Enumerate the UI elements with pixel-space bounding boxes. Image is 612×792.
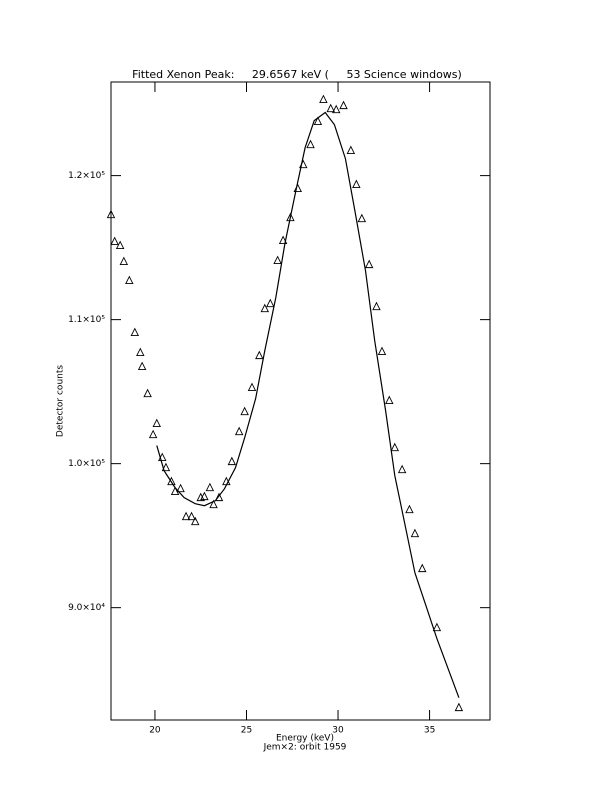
data-point xyxy=(125,275,134,285)
data-point xyxy=(293,183,302,193)
data-point xyxy=(339,100,348,110)
data-point xyxy=(205,482,215,492)
data-point xyxy=(247,382,257,392)
y-tick-label: 1.0×10⁵ xyxy=(68,459,105,469)
data-point xyxy=(313,116,323,126)
y-tick-label: 1.1×10⁵ xyxy=(68,315,105,325)
data-point xyxy=(106,209,116,219)
data-point xyxy=(299,159,308,169)
data-point xyxy=(130,327,140,337)
data-point xyxy=(273,255,282,265)
subtitle: Jem×2: orbit 1959 xyxy=(263,743,347,753)
data-point xyxy=(390,442,400,452)
data-point xyxy=(119,256,129,266)
x-tick-label: 25 xyxy=(241,726,252,736)
data-point xyxy=(136,347,145,357)
data-point xyxy=(364,259,374,269)
data-point xyxy=(240,406,249,416)
data-point xyxy=(266,298,275,308)
data-point xyxy=(152,418,162,428)
data-point xyxy=(170,486,180,496)
data-point xyxy=(454,702,464,712)
data-point xyxy=(418,563,427,573)
data-point xyxy=(331,104,341,114)
data-point xyxy=(326,103,335,113)
data-point xyxy=(286,212,295,222)
data-point xyxy=(397,464,407,474)
data-point xyxy=(110,236,119,246)
data-point xyxy=(137,361,147,371)
data-point xyxy=(346,145,356,155)
fit-line xyxy=(156,111,460,698)
data-point xyxy=(161,462,171,472)
y-axis-label: Detector counts xyxy=(56,365,66,437)
data-point xyxy=(372,301,381,311)
data-point xyxy=(176,483,185,493)
data-point xyxy=(148,429,158,439)
data-point xyxy=(432,622,442,632)
data-point xyxy=(385,395,394,405)
data-point xyxy=(352,179,361,188)
y-tick-label: 9.0×10⁴ xyxy=(68,603,105,613)
data-point xyxy=(115,240,125,250)
plot-frame xyxy=(110,81,491,721)
data-point xyxy=(306,139,315,149)
data-point xyxy=(377,346,387,356)
data-point xyxy=(255,350,264,360)
data-point xyxy=(187,511,196,521)
x-tick-label: 20 xyxy=(149,726,161,736)
data-point xyxy=(410,528,420,538)
data-point xyxy=(158,452,167,462)
data-point xyxy=(260,303,270,313)
x-tick-label: 35 xyxy=(424,726,435,736)
data-point xyxy=(227,456,237,466)
data-point xyxy=(214,492,224,502)
data-point xyxy=(234,426,244,436)
data-point xyxy=(222,476,231,486)
chart-title: Fitted Xenon Peak: 29.6567 keV ( 53 Scie… xyxy=(132,68,462,81)
data-point xyxy=(167,476,176,486)
y-tick-label: 1.2×10⁵ xyxy=(68,171,105,181)
data-point xyxy=(278,235,288,245)
data-point xyxy=(181,511,191,521)
data-point xyxy=(357,213,367,223)
data-point xyxy=(200,491,209,501)
data-point xyxy=(319,94,328,104)
data-point xyxy=(143,388,152,398)
x-tick-label: 30 xyxy=(332,726,344,736)
x-axis-label: Energy (keV) xyxy=(276,734,334,744)
data-point xyxy=(209,499,218,509)
data-point xyxy=(405,504,414,514)
data-point xyxy=(190,516,200,526)
